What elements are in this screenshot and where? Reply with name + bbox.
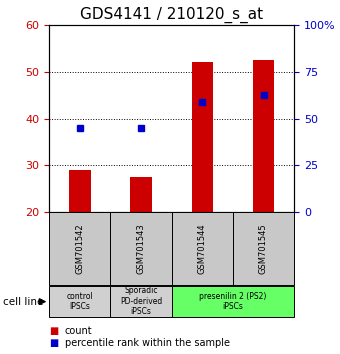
Text: cell line: cell line <box>3 297 44 307</box>
Text: GSM701542: GSM701542 <box>75 223 84 274</box>
Text: ■: ■ <box>49 326 58 336</box>
Text: GSM701545: GSM701545 <box>259 223 268 274</box>
Text: Sporadic
PD-derived
iPSCs: Sporadic PD-derived iPSCs <box>120 286 162 316</box>
Text: GSM701544: GSM701544 <box>198 223 207 274</box>
Text: count: count <box>65 326 92 336</box>
Bar <box>69 170 90 212</box>
Text: presenilin 2 (PS2)
iPSCs: presenilin 2 (PS2) iPSCs <box>199 292 267 311</box>
Bar <box>253 60 274 212</box>
Text: control
IPSCs: control IPSCs <box>67 292 93 311</box>
Bar <box>131 177 152 212</box>
Text: GSM701543: GSM701543 <box>137 223 146 274</box>
Title: GDS4141 / 210120_s_at: GDS4141 / 210120_s_at <box>80 7 263 23</box>
Text: percentile rank within the sample: percentile rank within the sample <box>65 338 230 348</box>
Text: ■: ■ <box>49 338 58 348</box>
Bar <box>192 62 213 212</box>
